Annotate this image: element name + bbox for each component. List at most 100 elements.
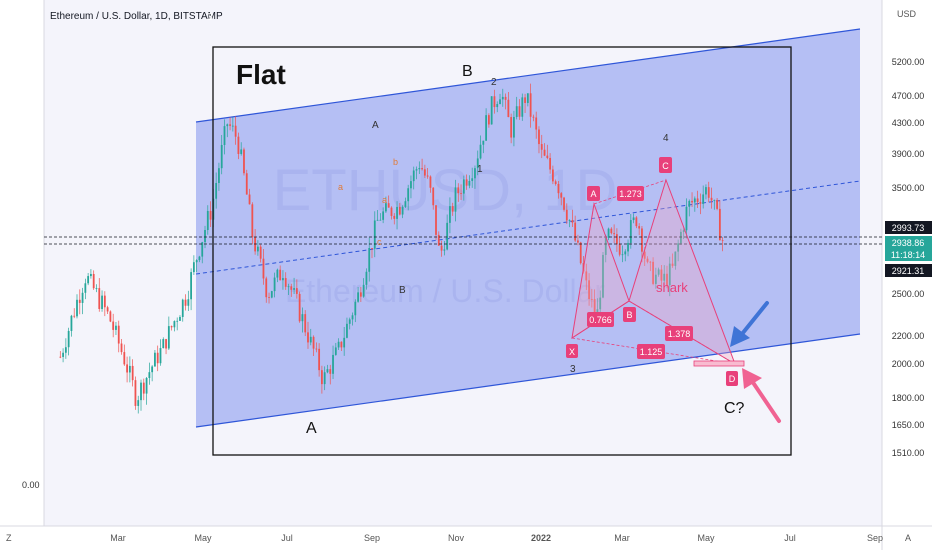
candle-body: [716, 199, 718, 209]
sub-wave-b: b: [393, 157, 398, 167]
candle-body: [613, 233, 616, 235]
flat-pattern-box: [212, 46, 792, 456]
candle-body: [677, 243, 680, 252]
watermark-name: Ethereum / U.S. Dollar: [285, 273, 605, 309]
candle-body: [407, 188, 410, 202]
candle-body: [268, 297, 270, 298]
candle-body: [393, 215, 396, 219]
wave-label-a-small: A: [372, 120, 379, 131]
candle-body: [351, 315, 354, 320]
candle-body: [78, 299, 81, 303]
candle-body: [357, 292, 359, 302]
candle-body: [487, 115, 490, 125]
candle-body: [468, 180, 471, 186]
candle-body: [362, 284, 365, 297]
candle-body: [295, 288, 298, 294]
candle-body: [73, 315, 76, 317]
sub-wave-a1: a: [338, 182, 343, 192]
candle-body: [340, 341, 343, 348]
time-tick-label: Nov: [448, 533, 465, 543]
left-axis-tick: 0.00: [22, 480, 40, 490]
shark-point-x: X: [566, 344, 578, 358]
candle-body: [206, 210, 209, 231]
candle-body: [668, 263, 671, 286]
wave-label-b: B: [462, 63, 473, 80]
candle-body: [493, 96, 496, 108]
candle-body: [432, 187, 435, 206]
candle-body: [551, 169, 554, 182]
candle-body: [429, 176, 432, 188]
price-tick-label: 2200.00: [892, 331, 925, 341]
candle-body: [123, 352, 126, 365]
wave-num-4: 4: [663, 133, 669, 144]
candle-body: [638, 226, 641, 229]
time-axis[interactable]: Mar May Jul Sep Nov 2022 Mar May Jul Sep: [110, 533, 883, 543]
candle-body: [156, 352, 159, 364]
candle-body: [376, 219, 379, 221]
candle-body: [538, 129, 540, 145]
candle-body: [585, 271, 588, 281]
candle-body: [412, 170, 415, 182]
candle-body: [109, 311, 112, 322]
candle-body: [201, 242, 204, 257]
candle-body: [590, 299, 593, 300]
wave-label-c-question: C?: [724, 400, 745, 417]
candle-body: [691, 200, 693, 203]
candle-body: [540, 144, 543, 150]
candle-body: [557, 183, 560, 194]
time-tick-label: May: [697, 533, 715, 543]
candle-body: [81, 292, 84, 303]
candle-body: [154, 352, 156, 367]
candle-body: [126, 364, 128, 373]
candle-body: [137, 400, 140, 406]
candle-body: [426, 175, 429, 177]
channel-lower-line: [195, 333, 861, 428]
candle-body: [666, 273, 668, 286]
candle-body: [215, 182, 218, 199]
candle-body: [167, 326, 170, 349]
price-tick-label: 1650.00: [892, 420, 925, 430]
candle-body: [98, 288, 101, 309]
candle-body: [231, 125, 234, 127]
axis-corner-right[interactable]: A: [905, 533, 911, 543]
candle-body: [323, 372, 326, 385]
candle-body: [418, 168, 421, 170]
candle-body: [485, 115, 487, 141]
candle-body: [421, 168, 423, 170]
candle-body: [474, 168, 476, 179]
candle-body: [437, 234, 440, 246]
candle-body: [607, 228, 610, 238]
axis-corner-left[interactable]: Z: [6, 533, 12, 543]
candle-body: [390, 207, 393, 216]
candle-body: [482, 140, 485, 145]
candle-body: [192, 262, 195, 273]
candle-body: [457, 187, 460, 194]
candle-body: [198, 256, 201, 261]
candle-body: [682, 230, 685, 232]
candle-body: [115, 325, 117, 330]
candle-body: [343, 337, 346, 348]
candle-body: [371, 248, 373, 249]
candle-body: [59, 356, 62, 358]
candle-body: [663, 273, 666, 281]
candle-body: [710, 197, 713, 201]
candle-body: [262, 258, 265, 279]
price-tick-label: 2500.00: [892, 289, 925, 299]
price-axis[interactable]: 5200.00 4700.00 4300.00 3900.00 3500.00 2500.…: [892, 57, 925, 458]
candle-body: [449, 206, 451, 223]
candle-body: [173, 321, 176, 328]
candle-body: [460, 193, 462, 194]
candle-body: [204, 230, 206, 243]
candle-body: [688, 200, 691, 207]
candle-body: [440, 245, 443, 251]
candle-body: [501, 96, 504, 100]
candle-body: [84, 283, 87, 293]
candle-body: [332, 354, 334, 374]
time-tick-label: Jul: [281, 533, 293, 543]
price-tick-label: 3500.00: [892, 183, 925, 193]
candle-body: [568, 220, 571, 221]
sub-wave-c: c: [377, 237, 382, 247]
candle-body: [471, 178, 474, 181]
ratio-label-1273: 1.273: [617, 186, 644, 201]
